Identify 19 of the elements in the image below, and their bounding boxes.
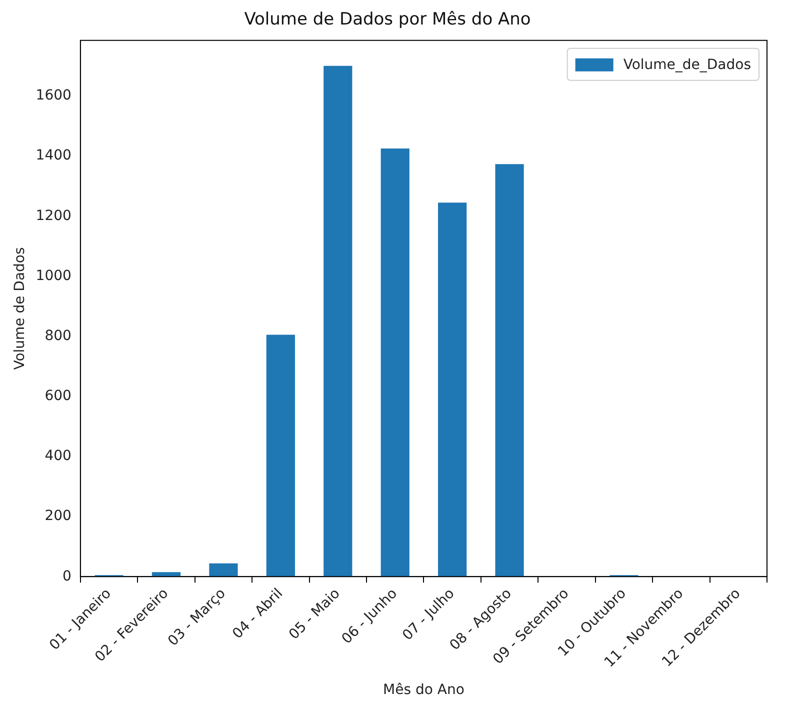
bar [380,148,410,577]
chart-title: Volume de Dados por Mês do Ano [244,10,531,30]
y-tick-label: 1200 [36,208,72,224]
y-axis-title: Volume de Dados [12,247,28,370]
y-tick-label: 400 [44,448,72,464]
y-tick-label: 200 [44,508,72,524]
y-tick-label: 600 [44,388,72,404]
bar [266,334,295,577]
bar [209,563,238,577]
x-axis-title: Mês do Ano [383,682,464,698]
legend-label: Volume_de_Dados [623,57,752,74]
bar [495,164,524,577]
bar [324,66,352,577]
y-tick-label: 800 [44,328,72,344]
y-tick-label: 1000 [36,268,72,284]
bar [438,202,467,577]
y-tick-label: 1600 [36,88,72,104]
y-tick-label: 0 [62,568,72,584]
y-tick-label: 1400 [36,148,72,164]
